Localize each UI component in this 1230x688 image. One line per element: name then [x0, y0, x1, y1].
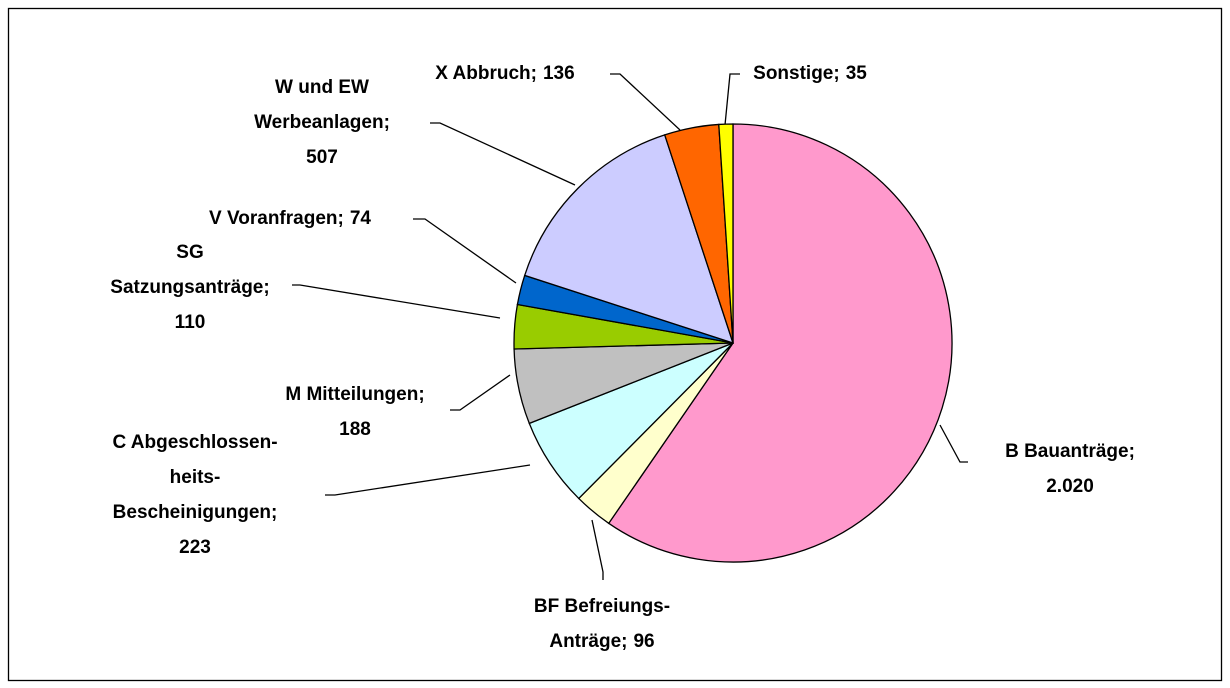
- category-label: V Voranfragen;: [209, 208, 344, 229]
- leader-line: [430, 122, 576, 186]
- data-label: W und EW Werbeanlagen; 507: [254, 77, 390, 168]
- category-label-line: BF Befreiungs-: [534, 596, 670, 617]
- data-label: X Abbruch; 136: [435, 63, 574, 84]
- category-label-line: Satzungsanträge;: [110, 277, 269, 298]
- leader-line: [413, 218, 517, 284]
- data-label: SG Satzungsanträge; 110: [110, 242, 269, 333]
- data-label: B Bauanträge; 2.020: [1005, 441, 1135, 497]
- data-label: V Voranfragen; 74: [209, 208, 371, 229]
- value-label: 96: [633, 631, 654, 652]
- pie-slice: [718, 123, 734, 344]
- leader-line: [724, 73, 740, 126]
- data-label: C Abgeschlossen-heits- Bescheinigungen; 22…: [112, 432, 277, 558]
- category-label-line: Sonstige;: [753, 63, 840, 84]
- category-label-line: M Mitteilungen;: [285, 384, 424, 405]
- value-label: 507: [306, 147, 338, 168]
- value-label: 188: [339, 419, 371, 440]
- category-label: BF Befreiungs- Anträge;: [534, 596, 670, 652]
- leader-line: [591, 519, 604, 580]
- category-label-line: Werbeanlagen;: [254, 112, 390, 133]
- category-label: SG Satzungsanträge;: [110, 242, 269, 298]
- category-label-line: C Abgeschlossen-: [112, 432, 277, 453]
- category-label: B Bauanträge;: [1005, 441, 1135, 462]
- value-label: 74: [350, 208, 372, 229]
- category-label-line: X Abbruch;: [435, 63, 537, 84]
- category-label-line: W und EW: [275, 77, 369, 98]
- value-label: 223: [179, 537, 211, 558]
- value-label: 2.020: [1046, 476, 1094, 497]
- leader-line: [450, 374, 511, 411]
- category-label-line: V Voranfragen;: [209, 208, 344, 229]
- data-label: Sonstige; 35: [753, 63, 867, 84]
- pie-slice: [607, 123, 953, 563]
- value-label: 110: [175, 312, 206, 333]
- category-label: M Mitteilungen;: [285, 384, 424, 405]
- leader-line: [292, 284, 501, 319]
- value-label: 35: [846, 63, 868, 84]
- pie-slice: [523, 134, 735, 345]
- leader-line: [939, 424, 968, 463]
- leader-line: [610, 73, 681, 131]
- category-label-line: B Bauanträge;: [1005, 441, 1135, 462]
- category-label: X Abbruch;: [435, 63, 537, 84]
- leader-line: [325, 464, 531, 496]
- category-label-line: Anträge;: [549, 631, 627, 652]
- leader-lines: [292, 73, 968, 580]
- category-label-line: heits-: [170, 467, 221, 488]
- category-label: C Abgeschlossen-heits- Bescheinigungen;: [112, 432, 277, 523]
- value-label: 136: [543, 63, 575, 84]
- data-label: BF Befreiungs- Anträge; 96: [534, 596, 670, 652]
- category-label-line: Bescheinigungen;: [113, 502, 278, 523]
- data-label: M Mitteilungen; 188: [285, 384, 424, 440]
- category-label-line: SG: [176, 242, 203, 263]
- category-label: Sonstige;: [753, 63, 840, 84]
- category-label: W und EW Werbeanlagen;: [254, 77, 390, 133]
